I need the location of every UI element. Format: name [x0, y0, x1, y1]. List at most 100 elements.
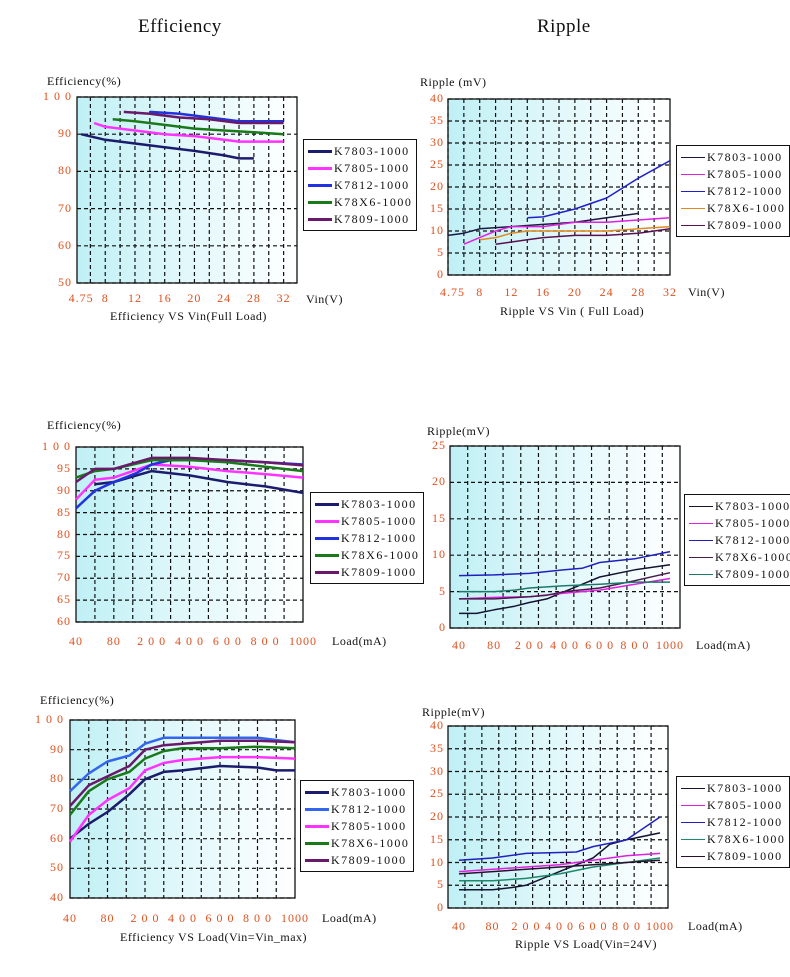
x-tick-label: 28 [246, 291, 261, 305]
legend-label: K7809-1000 [715, 567, 790, 581]
x-tick-label: 16 [157, 291, 172, 305]
y-tick-label: 0 [437, 900, 444, 914]
plot-border [447, 98, 671, 276]
chart-legend: K7803-1000 K7805-1000 K7812-1000 K78X6-1000… [310, 492, 425, 584]
legend-swatch [308, 218, 332, 221]
x-tick-label: 2 0 0 [511, 919, 541, 933]
legend-label: K7809-1000 [331, 853, 407, 867]
x-tick-label: 16 [536, 285, 551, 299]
x-tick-label: 80 [485, 919, 500, 933]
legend-label: K78X6-1000 [715, 550, 790, 564]
y-tick-label: 1 0 0 [42, 439, 71, 453]
chart-legend: K7803-1000 K7805-1000 K7812-1000 K78X6-1000… [676, 145, 790, 237]
x-tick-label: 1000 [656, 638, 684, 652]
x-tick-label: 40 [69, 634, 83, 648]
y-tick-label: 15 [430, 201, 444, 215]
y-tick-label: 65 [57, 592, 71, 607]
legend-label: K78X6-1000 [331, 836, 410, 850]
x-axis-label: Load(mA) [688, 919, 743, 933]
series-line-k7803-1000 [459, 832, 661, 891]
chart-legend: K7803-1000 K7805-1000 K7812-1000 K78X6-1000… [303, 139, 418, 231]
legend-swatch [689, 506, 713, 507]
legend-label: K7803-1000 [331, 785, 407, 799]
legend-label: K78X6-1000 [707, 832, 786, 846]
x-tick-label: 8 0 0 [612, 919, 641, 933]
legend-item: K7809-1000 [315, 564, 419, 581]
x-tick-label: 80 [100, 911, 115, 925]
y-tick-label: 20 [430, 809, 444, 823]
legend-swatch [681, 805, 705, 806]
y-tick-label: 35 [430, 740, 444, 755]
series-line-k7805-1000 [75, 463, 304, 501]
legend-swatch [315, 537, 339, 540]
plot-area [77, 97, 297, 283]
chart-caption: Ripple VS Vin ( Full Load) [500, 304, 645, 318]
y-axis-label: Efficiency(%) [40, 693, 115, 707]
x-tick-label: 32 [276, 291, 291, 305]
chart-caption: Ripple VS Load(Vin=24V) [515, 937, 657, 951]
series-line-k7812-1000 [149, 110, 284, 123]
legend-swatch [305, 808, 329, 811]
legend-label: K7803-1000 [715, 499, 790, 513]
y-tick-label: 30 [430, 763, 444, 778]
plot-border [449, 445, 681, 629]
plot-area [448, 726, 668, 908]
series-line-k7809-1000 [459, 581, 670, 593]
y-tick-label: 70 [58, 200, 72, 215]
y-tick-label: 80 [57, 526, 71, 541]
legend-label: K78X6-1000 [707, 201, 786, 215]
legend-item: K7805-1000 [308, 160, 412, 177]
legend-swatch [305, 825, 329, 828]
legend-label: K7805-1000 [707, 167, 783, 181]
legend-item: K7809-1000 [681, 217, 785, 234]
plot-border [447, 725, 669, 909]
series-line-k78x6-1000 [69, 745, 296, 816]
x-tick-label: 4.75 [440, 285, 465, 299]
y-tick-label: 0 [437, 267, 444, 281]
x-tick-label: 8 [476, 285, 484, 299]
y-tick-label: 40 [50, 890, 64, 904]
series-line-k7803-1000 [94, 469, 304, 495]
legend-swatch [681, 856, 705, 857]
legend-item: K7809-1000 [689, 566, 790, 583]
y-tick-label: 80 [50, 771, 64, 786]
series-line-k7805-1000 [458, 577, 671, 600]
chart-caption: Efficiency VS Vin(Full Load) [110, 309, 267, 323]
legend-swatch [305, 842, 329, 845]
legend-label: K7805-1000 [331, 819, 407, 833]
legend-label: K7805-1000 [715, 516, 790, 530]
legend-label: K7805-1000 [707, 798, 783, 812]
legend-label: K7812-1000 [341, 531, 417, 545]
plot-border [69, 719, 296, 899]
y-tick-label: 25 [430, 157, 444, 171]
y-tick-label: 90 [57, 482, 71, 497]
legend-label: K7809-1000 [707, 218, 783, 232]
y-tick-label: 5 [439, 583, 446, 598]
legend-swatch [315, 571, 339, 574]
legend-label: K7803-1000 [707, 781, 783, 795]
x-tick-label: 28 [631, 285, 646, 299]
y-tick-label: 60 [50, 830, 64, 845]
legend-label: K7809-1000 [341, 565, 417, 579]
ripple-heading: Ripple [537, 16, 591, 37]
series-line-k7809-1000 [123, 110, 284, 125]
x-tick-label: 80 [487, 638, 502, 652]
legend-swatch [681, 822, 705, 823]
legend-label: K7812-1000 [715, 533, 790, 547]
series-line-k7812-1000 [458, 550, 671, 577]
series-line-k78x6-1000 [112, 118, 284, 136]
legend-item: K7805-1000 [681, 166, 785, 183]
plot-border [75, 446, 304, 623]
y-tick-label: 25 [430, 786, 444, 801]
series-line-k7812-1000 [69, 736, 296, 793]
y-tick-label: 5 [437, 245, 444, 259]
chart-legend: K7803-1000 K7812-1000 K7805-1000 K78X6-1000… [300, 780, 415, 872]
x-tick-label: 4.75 [68, 291, 94, 305]
x-tick-label: 6 0 0 [585, 638, 615, 652]
legend-label: K7803-1000 [334, 144, 410, 158]
x-tick-label: 4 0 0 [545, 919, 574, 933]
legend-item: K7803-1000 [689, 498, 790, 515]
